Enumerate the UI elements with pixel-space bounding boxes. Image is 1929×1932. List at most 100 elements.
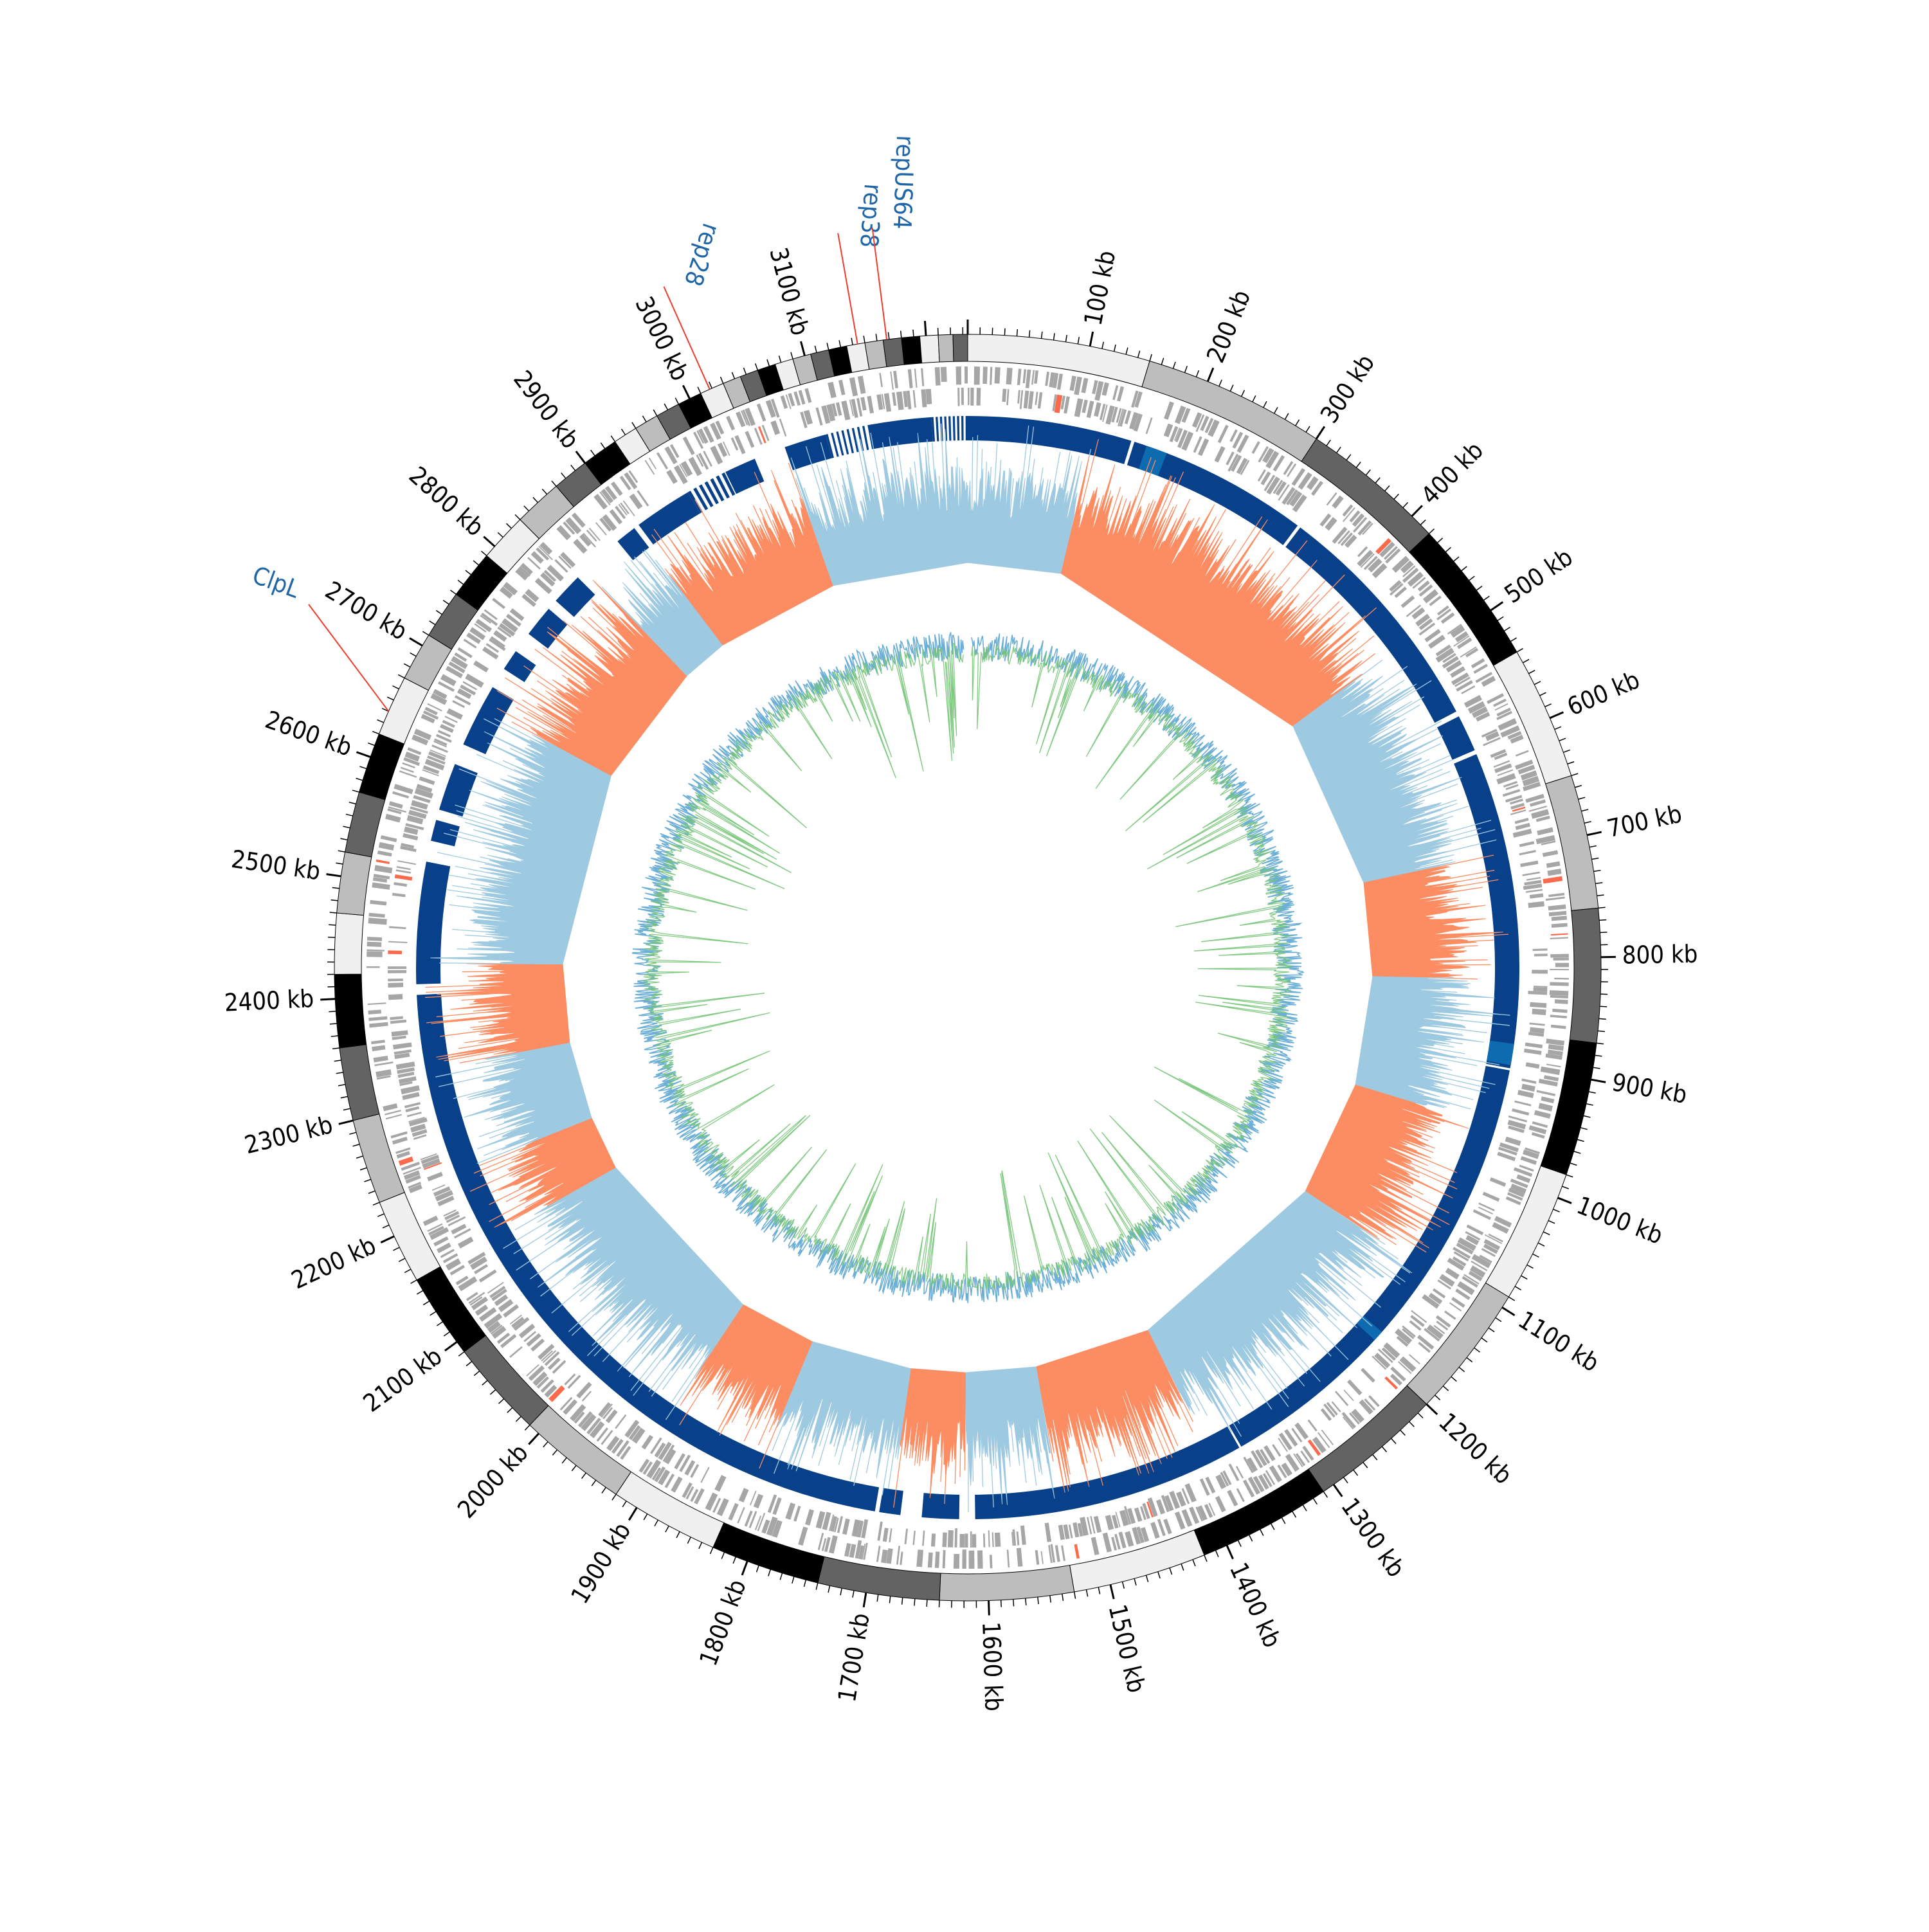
scale-tick (699, 1542, 702, 1549)
gene-feature (977, 388, 981, 406)
gene-feature (883, 1528, 889, 1542)
scale-label: 1100 kb (1514, 1306, 1604, 1378)
scale-tick (938, 328, 939, 335)
gene-feature (849, 377, 858, 397)
gene-feature (383, 1103, 397, 1111)
scale-tick (1102, 342, 1103, 349)
scale-tick (1577, 1139, 1584, 1141)
gene-feature (957, 388, 959, 406)
scale-tick (1467, 1358, 1472, 1362)
gene-feature (1117, 386, 1124, 402)
scale-tick (1540, 692, 1546, 696)
scale-tick (529, 1434, 539, 1445)
scale-tick (404, 664, 410, 667)
scale-tick (655, 1520, 658, 1526)
annotation-label: rep38 (855, 183, 887, 248)
gene-feature (458, 1237, 473, 1249)
scale-label: 2300 kb (242, 1110, 336, 1159)
scale-tick (913, 330, 914, 337)
gene-feature (393, 1042, 412, 1049)
scale-tick (1366, 470, 1370, 476)
gene-feature (905, 1529, 908, 1544)
gene-feature (1081, 378, 1088, 393)
scale-tick (1527, 1265, 1534, 1268)
scale-tick (1170, 1568, 1172, 1575)
gene-feature (1543, 850, 1558, 856)
gene-feature (1546, 862, 1561, 868)
scale-tick (372, 732, 379, 734)
gene-feature (977, 1550, 983, 1568)
gene-feature (381, 835, 397, 842)
gene-feature (992, 1532, 994, 1547)
scale-tick (888, 332, 889, 339)
gene-feature (1229, 1463, 1240, 1481)
scale-tick (1594, 871, 1601, 872)
gene-feature (423, 1216, 439, 1226)
gene-feature (1548, 893, 1564, 898)
gene-feature (1094, 402, 1101, 417)
gene-feature (368, 917, 387, 925)
scale-tick (1394, 494, 1399, 499)
gene-feature (1312, 1437, 1327, 1454)
gene-feature (397, 860, 416, 865)
scale-label: 3000 kb (629, 292, 694, 385)
scale-tick (889, 1596, 890, 1603)
gene-feature (972, 1534, 976, 1548)
gene-feature (390, 1020, 406, 1024)
scale-tick (1230, 385, 1233, 392)
scale-tick (572, 1465, 576, 1471)
scale-tick (352, 790, 359, 792)
scale-label: 2000 kb (452, 1438, 534, 1523)
gene-feature (1020, 1526, 1026, 1545)
gene-feature (876, 1546, 881, 1562)
scale-tick (336, 1072, 343, 1074)
gene-feature (1551, 933, 1568, 935)
gene-feature (371, 1040, 385, 1044)
gene-feature (1516, 823, 1530, 830)
scale-tick (1161, 358, 1163, 365)
scale-tick (1029, 330, 1030, 338)
scale-tick (450, 590, 456, 594)
scale-tick (1574, 1151, 1581, 1153)
scale-tick (622, 1501, 626, 1507)
gene-feature (983, 1533, 985, 1547)
gene-feature (1483, 1192, 1500, 1202)
scale-tick (1496, 1318, 1501, 1322)
gene-feature (1409, 1354, 1420, 1364)
scale-tick (341, 1096, 348, 1097)
blast-hit-block (1437, 716, 1475, 760)
scale-label: 600 kb (1563, 665, 1644, 721)
scale-label: 2200 kb (287, 1231, 381, 1295)
scale-tick (1504, 627, 1510, 631)
scale-label: 1900 kb (565, 1517, 636, 1609)
gene-feature (397, 866, 411, 870)
scale-tick (1292, 1512, 1296, 1517)
blast-hit-block (638, 492, 700, 545)
gene-feature (466, 1292, 478, 1301)
scale-tick (474, 1371, 479, 1376)
scale-tick (445, 1342, 457, 1351)
gene-feature (598, 1402, 611, 1417)
gene-feature (1006, 389, 1009, 405)
gene-feature (912, 1531, 915, 1545)
scale-label: 3100 kb (764, 244, 814, 338)
scale-tick (1123, 1582, 1125, 1589)
annotation-leader (664, 287, 666, 293)
scale-tick (1193, 1560, 1195, 1566)
scale-tick (1459, 1368, 1465, 1372)
gene-feature (1164, 424, 1173, 438)
gene-feature (757, 404, 766, 422)
gene-feature (1017, 390, 1020, 403)
scale-tick (1114, 345, 1116, 352)
scale-tick (1502, 1308, 1514, 1315)
scale-tick (411, 1280, 417, 1283)
gene-feature (1552, 1009, 1568, 1013)
blast-hit-block (867, 417, 933, 449)
gene-feature (913, 390, 916, 408)
scale-tick (1481, 1338, 1487, 1342)
scale-tick (1260, 1530, 1263, 1536)
scale-tick (1580, 1128, 1588, 1130)
gene-feature (1035, 1550, 1040, 1565)
scale-tick (356, 752, 370, 757)
scale-tick (1219, 380, 1222, 386)
